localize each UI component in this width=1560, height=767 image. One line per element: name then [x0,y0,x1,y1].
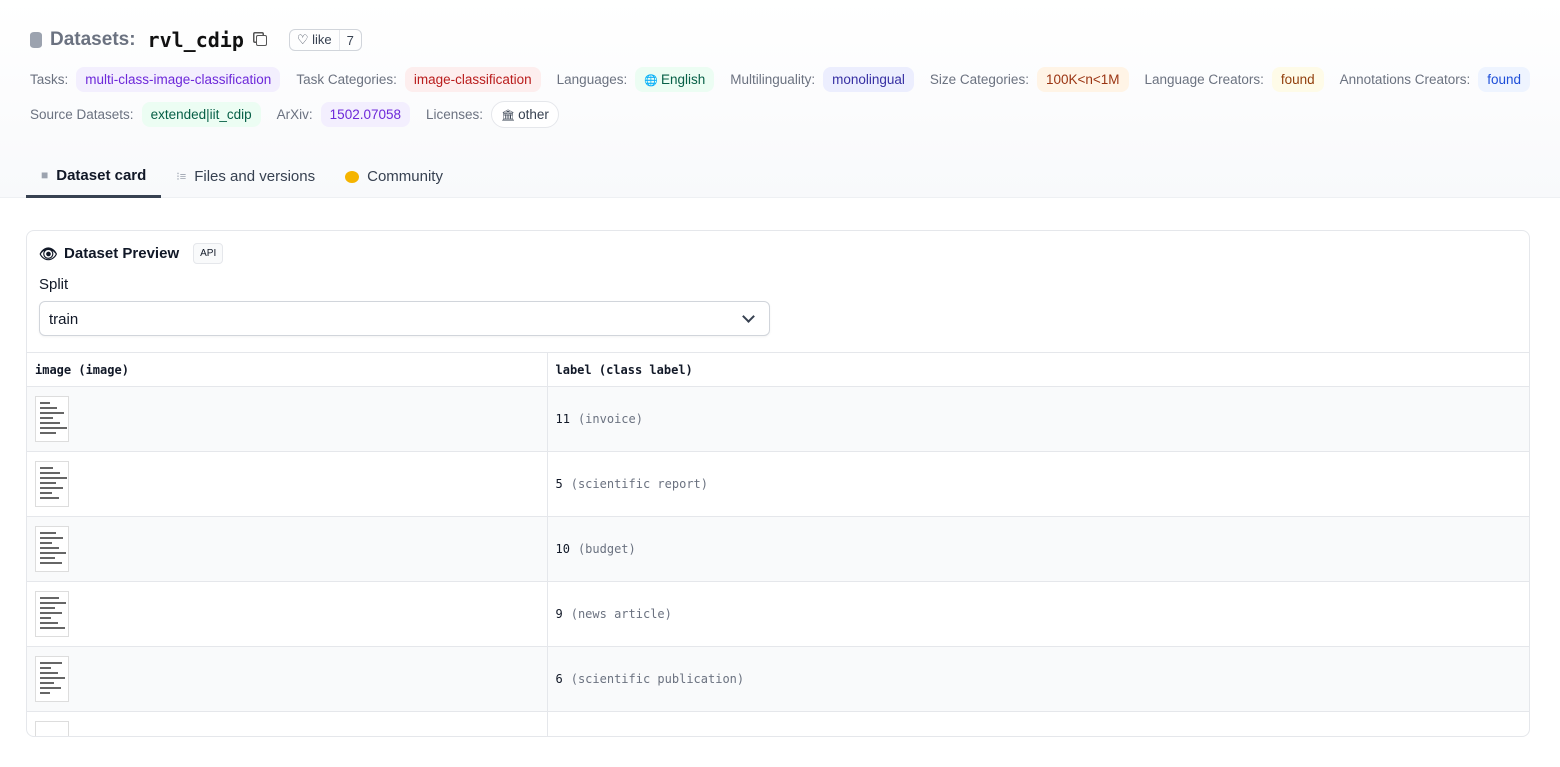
tag-multi-class-image-classification[interactable]: multi-class-image-classification [76,67,281,92]
chevron-down-icon [742,310,755,323]
table-row[interactable]: 9 (news article) [27,581,1529,647]
tag-found[interactable]: found [1271,67,1324,92]
tag-found[interactable]: found [1478,67,1531,92]
tag-label: Language Creators: [1144,72,1264,87]
split-value: train [49,311,79,328]
tab-bar: ■ Dataset card ⁝≡ Files and versions Commu… [26,155,458,198]
tag-label: Licenses: [426,107,484,122]
tags-row-2: Source Datasets: extended|iit_cdip ArXiv: 1… [30,101,559,128]
table-row[interactable]: 10 (budget) [27,516,1529,582]
api-button[interactable]: API [193,243,224,264]
like-label: ♡ like [296,32,332,47]
tag-value: other [518,107,549,122]
image-cell [27,451,548,517]
tag-other[interactable]: 🏛 other [491,101,559,128]
label-value: 11 [555,412,570,426]
document-thumbnail[interactable] [35,591,69,637]
table-row[interactable]: 5 (scientific report) [27,451,1529,517]
split-label: Split [39,276,69,293]
preview-title: Dataset Preview [64,245,180,262]
tab-community[interactable]: Community [330,155,458,198]
database-icon [30,32,42,48]
cube-icon: ■ [41,168,49,182]
table-row-partial [27,711,1529,736]
tag-value: found [1487,72,1522,87]
tag-monolingual[interactable]: monolingual [823,67,914,92]
files-icon: ⁝≡ [176,171,187,183]
document-thumbnail[interactable] [35,396,69,442]
document-thumbnail [35,721,69,736]
tab-files-and-versions[interactable]: ⁝≡ Files and versions [176,168,316,185]
tag-label: ArXiv: [276,107,313,122]
class-name: (news article) [570,607,672,621]
document-thumbnail[interactable] [35,526,69,572]
dataset-header: Datasets: rvl_cdip ♡ like 7 Tasks: multi-… [0,0,1560,198]
document-thumbnail[interactable] [35,461,69,507]
class-name: (invoice) [577,412,643,426]
image-cell [27,646,548,712]
tab-dataset-card[interactable]: ■ Dataset card [26,155,162,198]
tag-label: Tasks: [30,72,69,87]
dataset-name[interactable]: rvl_cdip [147,28,244,52]
preview-header: 👁 Dataset Preview API [39,243,224,264]
tags-row-1: Tasks: multi-class-image-classification Ta… [30,67,1531,92]
class-name: (scientific report) [570,477,709,491]
table-row[interactable]: 6 (scientific publication) [27,646,1529,712]
tag-label: Task Categories: [296,72,397,87]
label-cell: 6 (scientific publication) [547,646,1529,712]
image-cell [27,516,548,582]
tag-label: Multilinguality: [730,72,816,87]
label-cell: 5 (scientific report) [547,451,1529,517]
tag-label: Languages: [556,72,628,87]
preview-table: image (image) label (class label) 11 (inv… [27,352,1529,736]
bank-icon: 🏛 [501,110,519,122]
like-count: 7 [338,30,361,50]
hand-icon [345,170,360,183]
image-cell [27,581,548,647]
label-value: 9 [555,607,563,621]
table-row[interactable]: 11 (invoice) [27,386,1529,452]
tag-label: Source Datasets: [30,107,134,122]
tag-label: Annotations Creators: [1339,72,1471,87]
dataset-preview-card: 👁 Dataset Preview API Split train image … [26,230,1530,737]
tag-image-classification[interactable]: image-classification [404,67,541,92]
label-value: 5 [555,477,563,491]
tag-label: Size Categories: [929,72,1029,87]
image-cell [27,711,548,736]
title-row: Datasets: rvl_cdip ♡ like 7 [30,28,362,52]
tag-value: image-classification [413,72,532,87]
document-thumbnail[interactable] [35,656,69,702]
tag-value: extended|iit_cdip [150,107,252,122]
tag-value: 1502.07058 [329,107,401,122]
tag-100k-n-1m[interactable]: 100K<n<1M [1036,67,1129,92]
eye-icon: 👁 [39,245,59,263]
tag-1502-07058[interactable]: 1502.07058 [320,102,410,127]
label-value: 10 [555,542,570,556]
like-button[interactable]: ♡ like 7 [288,29,362,51]
label-cell [547,711,1529,736]
image-cell [27,386,548,452]
split-select[interactable]: train [39,301,770,336]
tag-value: English [661,72,706,87]
class-name: (scientific publication) [570,672,745,686]
label-cell: 11 (invoice) [547,386,1529,452]
tag-english[interactable]: 🌐 English [635,67,715,92]
class-name: (budget) [577,542,636,556]
tag-value: 100K<n<1M [1045,72,1120,87]
datasets-link[interactable]: Datasets: [50,29,136,50]
tag-value: monolingual [832,72,905,87]
label-cell: 10 (budget) [547,516,1529,582]
globe-icon: 🌐 [644,75,661,87]
tag-extended-iit-cdip[interactable]: extended|iit_cdip [141,102,261,127]
tag-value: found [1280,72,1315,87]
copy-icon[interactable] [255,34,267,46]
tag-value: multi-class-image-classification [85,72,272,87]
label-cell: 9 (news article) [547,581,1529,647]
column-header-label: label (class label) [547,352,1529,387]
column-header-image: image (image) [27,352,548,387]
label-value: 6 [555,672,563,686]
